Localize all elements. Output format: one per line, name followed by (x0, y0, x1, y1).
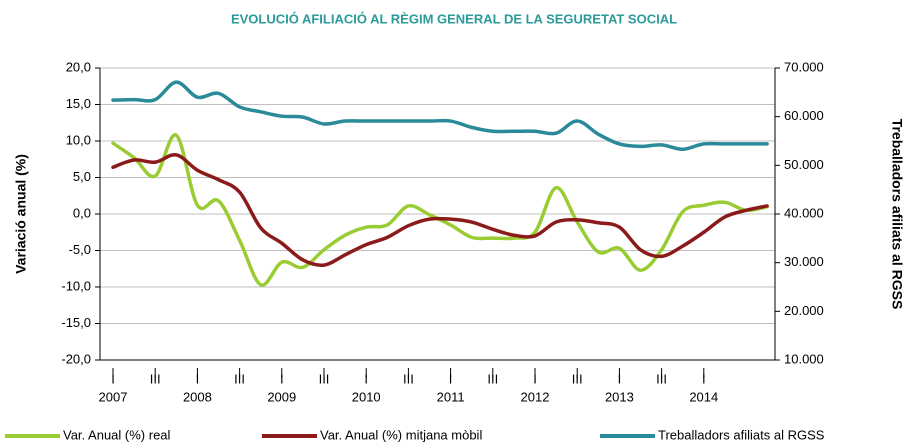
x-tick-label: III (487, 371, 498, 386)
y-tick-label: -20,0 (61, 351, 91, 366)
x-tick-label: I (364, 371, 368, 386)
y2-axis-label: Treballadors afiliats al RGSS (889, 119, 905, 310)
x-tick-label: I (449, 371, 453, 386)
y2-tick-label: 10.000 (784, 351, 824, 366)
series-line (111, 133, 769, 287)
y-axis-label: Variació anual (%) (13, 154, 29, 274)
legend-label: Var. Anual (%) mitjana mòbil (320, 427, 482, 442)
x-tick-label: I (702, 371, 706, 386)
y2-tick-label: 50.000 (784, 157, 824, 172)
y-tick-label: 20,0 (66, 59, 91, 74)
series-line (111, 153, 769, 268)
x-tick-label: III (319, 371, 330, 386)
y-tick-label: -15,0 (61, 315, 91, 330)
x-group-label: 2011 (437, 389, 465, 404)
x-group-label: 2013 (605, 389, 634, 404)
series-line (111, 80, 769, 152)
x-tick-label: III (403, 371, 414, 386)
y-tick-label: 10,0 (66, 132, 91, 147)
x-tick-label: I (533, 371, 537, 386)
y-tick-label: 0,0 (73, 205, 91, 220)
x-group-label: 2008 (183, 389, 212, 404)
x-group-label: 2009 (267, 389, 296, 404)
legend-label: Treballadors afiliats al RGSS (658, 427, 825, 442)
x-tick-label: III (150, 371, 161, 386)
x-tick-label: I (280, 371, 284, 386)
x-group-label: 2007 (99, 389, 128, 404)
x-tick-label: III (572, 371, 583, 386)
y2-tick-label: 40.000 (784, 205, 824, 220)
x-tick-label: I (196, 371, 200, 386)
y2-tick-label: 70.000 (784, 59, 824, 74)
chart-title: EVOLUCIÓ AFILIACIÓ AL RÈGIM GENERAL DE L… (231, 11, 677, 26)
y2-tick-label: 30.000 (784, 254, 824, 269)
legend-label: Var. Anual (%) real (63, 427, 171, 442)
x-tick-label: I (618, 371, 622, 386)
y-tick-label: -5,0 (69, 242, 91, 257)
x-tick-label: I (111, 371, 115, 386)
y2-tick-label: 20.000 (784, 303, 824, 318)
y-tick-label: 15,0 (66, 96, 91, 111)
y2-tick-label: 60.000 (784, 108, 824, 123)
y-tick-label: -10,0 (61, 278, 91, 293)
x-group-label: 2014 (689, 389, 718, 404)
x-group-label: 2010 (352, 389, 381, 404)
x-tick-label: III (656, 371, 667, 386)
y-tick-label: 5,0 (73, 169, 91, 184)
x-tick-label: III (234, 371, 245, 386)
x-group-label: 2012 (521, 389, 550, 404)
